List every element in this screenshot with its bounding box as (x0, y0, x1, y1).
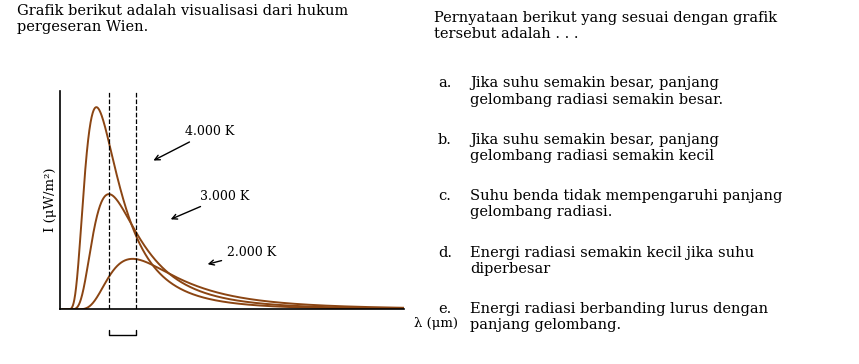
Text: Suhu benda tidak mempengaruhi panjang
gelombang radiasi.: Suhu benda tidak mempengaruhi panjang ge… (470, 189, 783, 219)
Text: b.: b. (438, 133, 452, 147)
Text: Jika suhu semakin besar, panjang
gelombang radiasi semakin kecil: Jika suhu semakin besar, panjang gelomba… (470, 133, 719, 163)
Text: Pernyataan berikut yang sesuai dengan grafik
tersebut adalah . . .: Pernyataan berikut yang sesuai dengan gr… (434, 11, 777, 41)
Text: Jika suhu semakin besar, panjang
gelombang radiasi semakin besar.: Jika suhu semakin besar, panjang gelomba… (470, 76, 723, 107)
Text: e.: e. (438, 302, 451, 316)
Text: d.: d. (438, 246, 452, 260)
Text: 3.000 K: 3.000 K (172, 190, 249, 219)
Text: λ (μm): λ (μm) (413, 317, 458, 331)
Text: Energi radiasi berbanding lurus dengan
panjang gelombang.: Energi radiasi berbanding lurus dengan p… (470, 302, 768, 332)
Text: 2.000 K: 2.000 K (209, 246, 277, 265)
Text: Energi radiasi semakin kecil jika suhu
diperbesar: Energi radiasi semakin kecil jika suhu d… (470, 246, 754, 276)
Text: c.: c. (438, 189, 451, 203)
Y-axis label: I (μW/m²): I (μW/m²) (45, 168, 58, 233)
Text: a.: a. (438, 76, 452, 90)
Text: 4.000 K: 4.000 K (155, 125, 235, 160)
Text: Grafik berikut adalah visualisasi dari hukum
pergeseran Wien.: Grafik berikut adalah visualisasi dari h… (17, 4, 349, 34)
